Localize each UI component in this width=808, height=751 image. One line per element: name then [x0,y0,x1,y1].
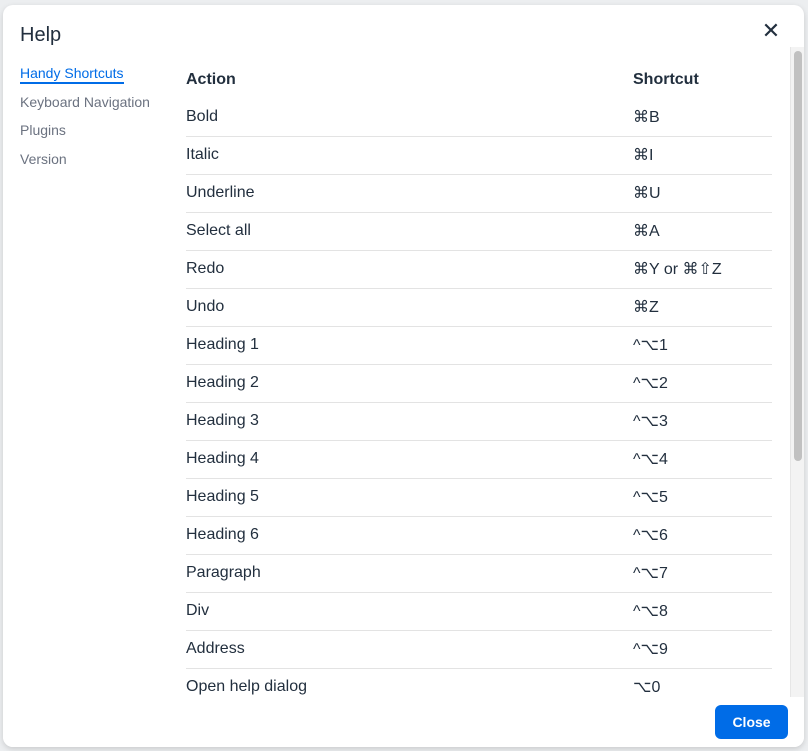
action-cell: Address [186,630,633,669]
action-cell: Heading 2 [186,364,633,403]
table-row: Redo ⌘Y or ⌘⇧Z [186,250,772,289]
close-button[interactable]: Close [715,705,788,739]
table-row: Address ^⌥9 [186,630,772,669]
shortcut-cell: ⌘I [633,136,772,175]
action-cell: Undo [186,288,633,327]
shortcut-cell: ⌘U [633,174,772,213]
shortcut-cell: ^⌥9 [633,630,772,669]
close-icon[interactable]: ✕ [761,18,781,43]
table-row: Undo ⌘Z [186,288,772,327]
shortcut-cell: ⌘Y or ⌘⇧Z [633,250,772,289]
table-row: Underline ⌘U [186,174,772,213]
table-row: Heading 3 ^⌥3 [186,402,772,441]
tab-version[interactable]: Version [20,150,67,167]
shortcut-cell: ⌘A [633,212,772,251]
scrollbar[interactable] [790,47,804,697]
action-cell: Heading 1 [186,326,633,365]
shortcut-cell: ⌘B [633,98,772,137]
action-cell: Heading 6 [186,516,633,555]
shortcut-cell: ^⌥5 [633,478,772,517]
action-cell: Paragraph [186,554,633,593]
action-cell: Heading 3 [186,402,633,441]
action-cell: Redo [186,250,633,289]
action-cell: Heading 4 [186,440,633,479]
tab-keyboard-navigation[interactable]: Keyboard Navigation [20,93,150,110]
action-cell: Underline [186,174,633,213]
action-cell: Heading 5 [186,478,633,517]
table-row: Heading 5 ^⌥5 [186,478,772,517]
tab-handy-shortcuts[interactable]: Handy Shortcuts [20,63,170,92]
action-cell: Bold [186,98,633,137]
dialog-footer: Close [3,697,804,747]
table-row: Paragraph ^⌥7 [186,554,772,593]
table-row: Open help dialog ⌥0 [186,668,772,697]
dialog-title: Help [20,24,62,46]
table-row: Bold ⌘B [186,98,772,137]
action-cell: Div [186,592,633,631]
table-row: Italic ⌘I [186,136,772,175]
scrollbar-thumb[interactable] [794,51,802,461]
shortcuts-table: Action Shortcut Bold ⌘B Italic ⌘I Underline ⌘… [186,53,772,697]
action-cell: Open help dialog [186,668,633,697]
shortcut-cell: ^⌥8 [633,592,772,631]
table-row: Heading 4 ^⌥4 [186,440,772,479]
header-shortcut: Shortcut [633,70,699,88]
table-row: Div ^⌥8 [186,592,772,631]
shortcut-cell: ^⌥6 [633,516,772,555]
tab-plugins[interactable]: Plugins [20,122,66,138]
shortcut-cell: ^⌥2 [633,364,772,403]
table-row: Heading 6 ^⌥6 [186,516,772,555]
shortcut-cell: ^⌥4 [633,440,772,479]
action-cell: Select all [186,212,633,251]
shortcut-cell: ^⌥7 [633,554,772,593]
action-cell: Italic [186,136,633,175]
help-nav: Handy Shortcuts Keyboard Navigation Plug… [20,63,170,177]
shortcut-cell: ^⌥3 [633,402,772,441]
help-dialog: Help ✕ Handy Shortcuts Keyboard Navigati… [3,5,804,747]
shortcuts-panel: Action Shortcut Bold ⌘B Italic ⌘I Underline ⌘… [186,53,790,697]
shortcut-cell: ⌘Z [633,288,772,327]
table-row: Heading 2 ^⌥2 [186,364,772,403]
header-action: Action [186,70,236,88]
table-row: Select all ⌘A [186,212,772,251]
table-row: Heading 1 ^⌥1 [186,326,772,365]
shortcut-cell: ⌥0 [633,668,772,697]
shortcut-cell: ^⌥1 [633,326,772,365]
